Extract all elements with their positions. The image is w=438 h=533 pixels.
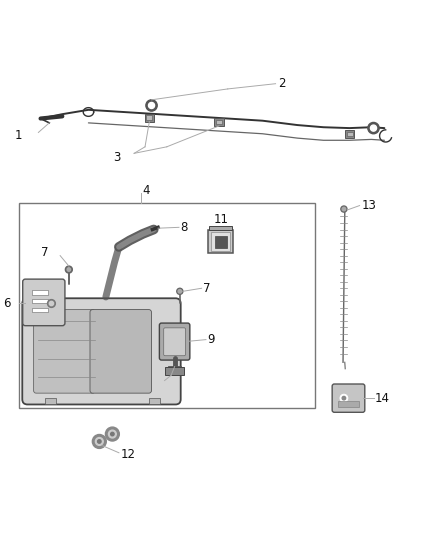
- FancyBboxPatch shape: [90, 310, 152, 393]
- Text: 14: 14: [375, 392, 390, 405]
- Text: 3: 3: [113, 151, 120, 164]
- Circle shape: [177, 288, 183, 294]
- Text: 2: 2: [278, 77, 285, 90]
- Text: 12: 12: [121, 448, 136, 461]
- Circle shape: [342, 397, 346, 400]
- Text: 7: 7: [203, 282, 210, 295]
- Circle shape: [49, 301, 53, 305]
- Bar: [345, 130, 354, 138]
- Circle shape: [98, 440, 101, 443]
- Bar: [32, 308, 48, 312]
- Circle shape: [178, 289, 182, 293]
- Text: 6: 6: [4, 297, 11, 310]
- Text: 7: 7: [41, 246, 49, 259]
- Bar: [214, 118, 224, 126]
- FancyBboxPatch shape: [332, 384, 365, 413]
- FancyBboxPatch shape: [159, 323, 190, 360]
- Circle shape: [368, 123, 379, 134]
- Circle shape: [148, 102, 155, 109]
- Bar: [32, 290, 48, 295]
- Bar: [216, 120, 222, 124]
- Bar: [346, 132, 353, 136]
- Circle shape: [106, 427, 119, 441]
- Bar: [32, 299, 48, 303]
- Bar: [209, 225, 232, 230]
- FancyBboxPatch shape: [164, 328, 185, 356]
- Bar: [45, 398, 56, 405]
- Circle shape: [146, 100, 157, 111]
- Circle shape: [92, 434, 106, 448]
- Bar: [165, 367, 184, 375]
- Circle shape: [342, 207, 346, 211]
- Circle shape: [67, 268, 71, 271]
- Circle shape: [111, 432, 114, 436]
- Bar: [19, 204, 315, 408]
- Bar: [215, 236, 227, 248]
- Text: 9: 9: [207, 333, 215, 346]
- Circle shape: [47, 300, 55, 308]
- Circle shape: [340, 394, 348, 402]
- Text: 13: 13: [361, 199, 376, 212]
- Circle shape: [371, 125, 377, 131]
- Text: 4: 4: [143, 184, 150, 197]
- Text: 1: 1: [15, 128, 22, 142]
- Circle shape: [95, 438, 103, 446]
- Bar: [145, 114, 154, 122]
- FancyBboxPatch shape: [34, 310, 95, 393]
- Bar: [208, 230, 233, 254]
- Text: 8: 8: [181, 221, 188, 234]
- Circle shape: [341, 206, 347, 212]
- Text: 10: 10: [132, 377, 147, 390]
- Bar: [338, 401, 359, 407]
- Bar: [146, 116, 152, 120]
- Circle shape: [65, 266, 72, 273]
- FancyBboxPatch shape: [23, 279, 65, 326]
- Bar: [149, 398, 160, 405]
- Bar: [211, 232, 230, 251]
- Circle shape: [109, 430, 116, 438]
- FancyBboxPatch shape: [22, 298, 181, 405]
- Text: 11: 11: [213, 213, 228, 225]
